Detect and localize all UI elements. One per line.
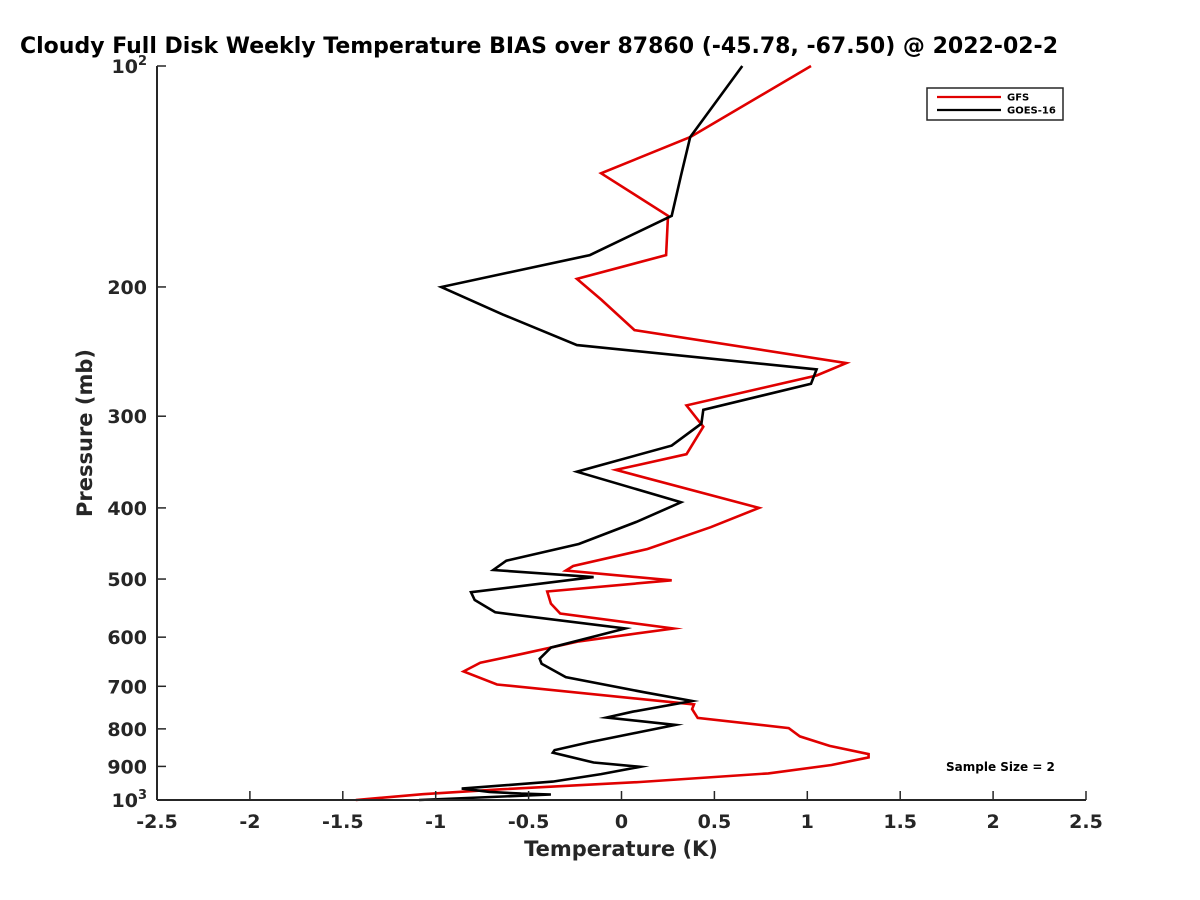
legend-box xyxy=(926,87,1064,121)
x-tick-label: -2 xyxy=(239,811,260,833)
x-tick-label: 2.5 xyxy=(1069,811,1103,833)
x-tick-label: -0.5 xyxy=(508,811,550,833)
legend-label-gfs: GFS xyxy=(1007,93,1029,104)
y-axis-label: Pressure (mb) xyxy=(73,349,97,517)
y-tick-label: 300 xyxy=(107,406,147,428)
x-tick-label: -1 xyxy=(425,811,446,833)
x-tick-label: 0.5 xyxy=(698,811,732,833)
y-tick-label: 400 xyxy=(107,498,147,520)
x-tick-label: 1.5 xyxy=(883,811,917,833)
series-line-gfs xyxy=(355,64,870,802)
y-tick-label: 900 xyxy=(107,756,147,778)
legend-label-goes-16: GOES-16 xyxy=(1007,106,1056,117)
x-tick-label: -2.5 xyxy=(136,811,178,833)
series-line-goes-16 xyxy=(418,65,819,802)
x-axis-label: Temperature (K) xyxy=(524,837,718,861)
legend: GFS GOES-16 xyxy=(926,87,1064,121)
chart-title: Cloudy Full Disk Weekly Temperature BIAS… xyxy=(20,34,1058,59)
y-tick-label: 500 xyxy=(107,569,147,591)
y-tick-label: 700 xyxy=(107,676,147,698)
y-tick-label: 200 xyxy=(107,277,147,299)
x-axis-ticks: -2.5 -2 -1.5 -1 -0.5 0 0.5 1 1.5 2 2.5 xyxy=(136,791,1103,833)
y-tick-label: 103 xyxy=(112,788,148,812)
x-tick-label: 0 xyxy=(615,811,628,833)
y-tick-label: 800 xyxy=(107,719,147,741)
y-tick-label: 600 xyxy=(107,627,147,649)
x-tick-label: 1 xyxy=(801,811,814,833)
x-tick-label: -1.5 xyxy=(322,811,364,833)
sample-size-annotation: Sample Size = 2 xyxy=(946,760,1055,774)
x-tick-label: 2 xyxy=(986,811,999,833)
plot-area xyxy=(355,64,870,802)
